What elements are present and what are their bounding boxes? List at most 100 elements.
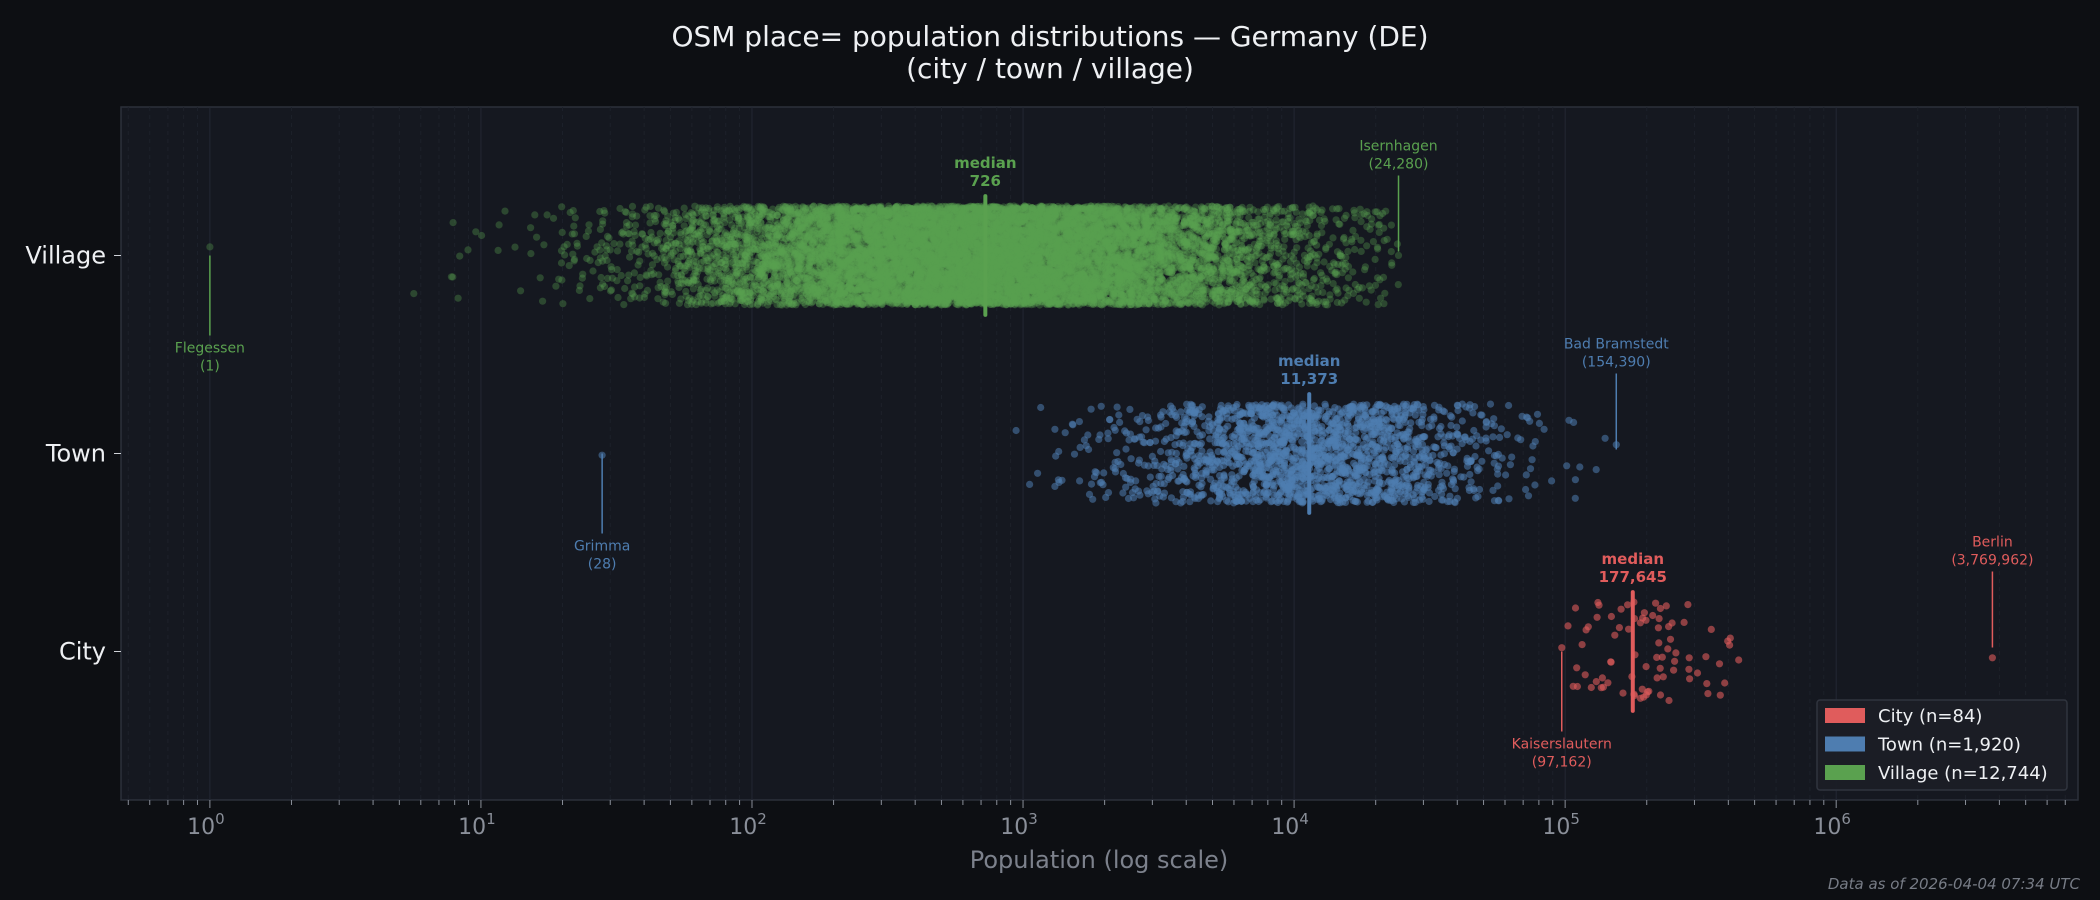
town-point — [1206, 423, 1214, 431]
town-point — [1522, 485, 1530, 494]
town-point — [1116, 418, 1124, 426]
town-point — [1190, 440, 1198, 448]
city-point — [1624, 601, 1632, 609]
town-point — [1288, 461, 1297, 469]
town-point — [1295, 405, 1303, 413]
town-point — [1405, 484, 1413, 492]
town-point — [1440, 450, 1448, 458]
town-point — [1531, 438, 1539, 446]
town-point — [1601, 434, 1609, 442]
town-point — [1213, 457, 1221, 465]
town-point — [1240, 409, 1249, 417]
town-point — [1494, 482, 1502, 490]
town-point — [1395, 415, 1404, 423]
city-point — [1988, 654, 1996, 662]
town-point — [1087, 480, 1096, 488]
town-point — [1357, 454, 1365, 462]
town-point — [1167, 463, 1175, 471]
town-point — [1228, 447, 1236, 456]
city-point — [1656, 604, 1664, 613]
plot-area — [120, 106, 2079, 801]
town-point — [1235, 418, 1243, 426]
town-point — [1406, 460, 1414, 468]
town-point — [1228, 471, 1236, 479]
town-point — [1099, 481, 1107, 489]
series-city — [1558, 598, 1996, 705]
town-point — [1421, 433, 1429, 441]
town-point — [1111, 426, 1119, 434]
town-point — [1263, 425, 1271, 433]
town-point — [1082, 442, 1090, 450]
city-point — [1655, 639, 1663, 647]
city-point — [1638, 685, 1646, 693]
town-point — [1494, 470, 1502, 478]
town-point — [1135, 433, 1144, 441]
town-point — [1375, 478, 1384, 486]
city-point — [1564, 622, 1572, 630]
town-point — [1425, 423, 1433, 431]
town-point — [1395, 476, 1403, 485]
town-point — [1432, 444, 1440, 452]
city-point — [1636, 694, 1644, 702]
town-point — [1437, 422, 1445, 431]
town-point — [1149, 482, 1157, 490]
town-point — [1354, 489, 1362, 498]
town-point — [1233, 497, 1241, 505]
town-point — [1198, 403, 1206, 411]
town-point — [1353, 472, 1361, 480]
town-point — [1496, 433, 1504, 441]
village-point — [494, 246, 502, 254]
city-point — [1721, 679, 1729, 687]
city-point — [1659, 673, 1667, 681]
town-point — [1318, 442, 1326, 450]
town-point — [1160, 437, 1168, 446]
town-point — [1412, 472, 1420, 481]
city-point — [1707, 625, 1715, 634]
town-point — [1570, 418, 1578, 426]
town-point — [1367, 427, 1375, 436]
town-point — [1165, 473, 1173, 481]
town-point — [1055, 447, 1063, 456]
town-point — [1398, 495, 1406, 503]
town-point — [1388, 485, 1396, 493]
town-point — [1470, 485, 1478, 493]
town-point — [1037, 403, 1045, 412]
town-point — [1470, 426, 1478, 435]
village-point — [675, 299, 684, 307]
town-point — [1263, 473, 1271, 481]
town-point — [1446, 492, 1454, 500]
city-point — [1652, 599, 1660, 607]
town-point — [1485, 447, 1493, 455]
town-point — [1338, 469, 1346, 477]
town-point — [1365, 455, 1373, 463]
town-point — [1051, 425, 1059, 433]
city-point — [1642, 691, 1650, 699]
town-point — [1344, 452, 1352, 460]
town-point — [1167, 456, 1175, 464]
town-point — [1157, 479, 1165, 488]
town-point — [1075, 418, 1083, 426]
town-point — [1497, 425, 1505, 433]
town-point — [1127, 455, 1135, 463]
town-point — [1210, 466, 1218, 474]
town-point — [1277, 419, 1286, 427]
town-point — [1189, 418, 1197, 426]
town-point — [1380, 491, 1388, 499]
town-point — [1384, 438, 1392, 446]
town-point — [1463, 457, 1471, 465]
town-point — [1295, 416, 1303, 424]
town-point — [1472, 442, 1480, 450]
town-point — [1474, 492, 1482, 501]
town-point — [1186, 498, 1194, 506]
chart-title: OSM place= population distributions — Ge… — [671, 20, 1428, 53]
town-point — [1533, 410, 1542, 418]
town-point — [1427, 415, 1435, 423]
town-point — [1277, 488, 1285, 496]
village-point — [614, 293, 622, 302]
town-point — [1433, 458, 1441, 466]
town-point — [1070, 450, 1079, 458]
city-point — [1685, 665, 1693, 673]
town-point — [1096, 431, 1104, 439]
town-point — [1300, 424, 1308, 432]
